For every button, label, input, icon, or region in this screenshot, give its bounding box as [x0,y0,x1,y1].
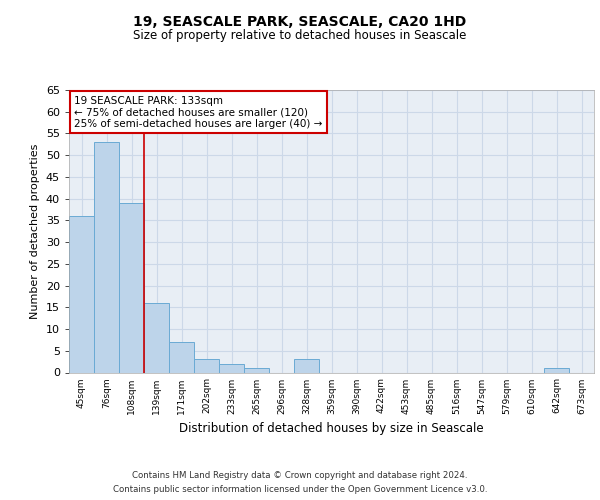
Text: Size of property relative to detached houses in Seascale: Size of property relative to detached ho… [133,30,467,43]
Bar [219,364,244,372]
Text: Contains public sector information licensed under the Open Government Licence v3: Contains public sector information licen… [113,484,487,494]
Bar [119,203,144,372]
Bar [544,368,569,372]
Bar [294,360,319,372]
Bar [194,360,219,372]
Y-axis label: Number of detached properties: Number of detached properties [30,144,40,319]
Text: 19, SEASCALE PARK, SEASCALE, CA20 1HD: 19, SEASCALE PARK, SEASCALE, CA20 1HD [133,16,467,30]
Bar [244,368,269,372]
Text: Contains HM Land Registry data © Crown copyright and database right 2024.: Contains HM Land Registry data © Crown c… [132,472,468,480]
X-axis label: Distribution of detached houses by size in Seascale: Distribution of detached houses by size … [179,422,484,435]
Bar [169,342,194,372]
Text: 19 SEASCALE PARK: 133sqm
← 75% of detached houses are smaller (120)
25% of semi-: 19 SEASCALE PARK: 133sqm ← 75% of detach… [74,96,323,129]
Bar [94,142,119,372]
Bar [144,303,169,372]
Bar [69,216,94,372]
